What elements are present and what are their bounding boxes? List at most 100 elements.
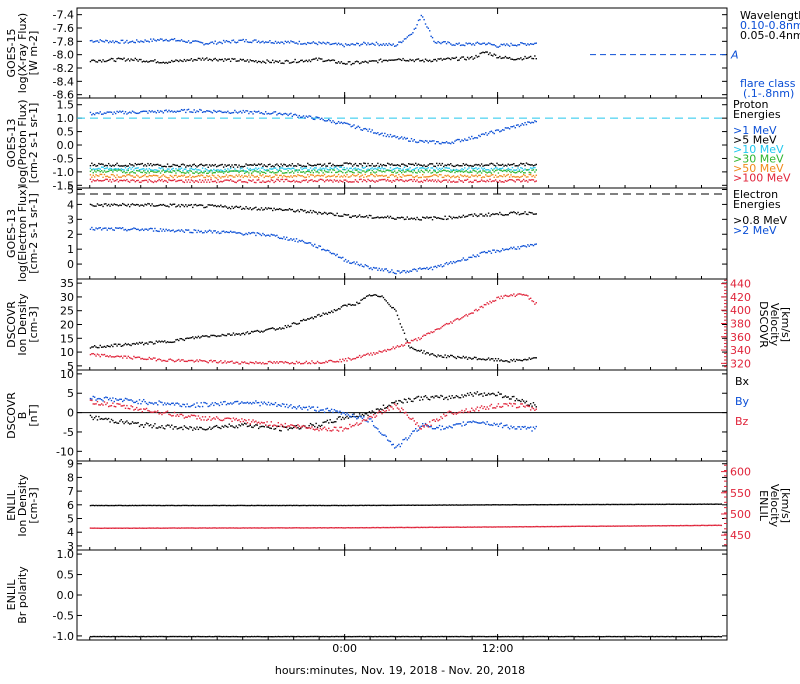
data-point — [379, 175, 380, 176]
data-point — [367, 421, 368, 422]
data-point — [533, 402, 534, 403]
data-point — [135, 42, 136, 43]
data-point — [404, 333, 405, 334]
data-point — [153, 171, 154, 172]
data-point — [273, 176, 274, 177]
data-point — [321, 429, 322, 430]
data-point — [352, 43, 353, 44]
data-point — [494, 300, 495, 301]
data-point — [440, 174, 441, 175]
data-point — [428, 332, 429, 333]
data-point — [219, 335, 220, 336]
data-point — [372, 167, 373, 168]
data-point — [449, 58, 450, 59]
data-point — [447, 427, 448, 428]
data-point — [338, 121, 339, 122]
data-point — [362, 170, 363, 171]
data-point — [186, 181, 187, 182]
data-point — [332, 361, 333, 362]
data-point — [191, 168, 192, 169]
data-point — [342, 417, 343, 418]
data-point — [429, 163, 430, 164]
data-point — [503, 57, 504, 58]
data-point — [146, 422, 147, 423]
data-point — [101, 180, 102, 181]
data-point — [231, 175, 232, 176]
data-point — [248, 333, 249, 334]
data-point — [137, 167, 138, 168]
data-point — [133, 423, 134, 424]
data-point — [467, 165, 468, 166]
data-point — [416, 270, 417, 271]
data-point — [111, 227, 112, 228]
data-point — [257, 424, 258, 425]
data-point — [213, 165, 214, 166]
data-point — [230, 425, 231, 426]
data-point — [108, 346, 109, 347]
data-point — [255, 170, 256, 171]
data-point — [257, 402, 258, 403]
data-point — [471, 44, 472, 45]
data-point — [405, 219, 406, 220]
data-point — [515, 45, 516, 46]
data-point — [436, 167, 437, 168]
data-point — [317, 164, 318, 165]
data-point — [90, 165, 91, 166]
data-point — [457, 396, 458, 397]
data-point — [186, 109, 187, 110]
data-point — [414, 339, 415, 340]
data-point — [182, 230, 183, 231]
data-point — [216, 112, 217, 113]
data-point — [398, 138, 399, 139]
data-point — [294, 175, 295, 176]
data-point — [398, 400, 399, 401]
data-point — [122, 180, 123, 181]
data-point — [140, 408, 141, 409]
data-point — [136, 342, 137, 343]
data-point — [509, 128, 510, 129]
data-point — [432, 37, 433, 38]
data-point — [140, 111, 141, 112]
data-point — [372, 163, 373, 164]
data-point — [376, 168, 377, 169]
data-point — [227, 41, 228, 42]
data-point — [250, 423, 251, 424]
data-point — [126, 113, 127, 114]
data-point — [165, 206, 166, 207]
data-point — [464, 45, 465, 46]
data-point — [236, 111, 237, 112]
data-point — [510, 212, 511, 213]
data-point — [492, 249, 493, 250]
data-point — [112, 58, 113, 59]
data-point — [524, 180, 525, 181]
data-point — [338, 61, 339, 62]
data-point — [292, 425, 293, 426]
data-point — [157, 404, 158, 405]
data-point — [324, 427, 325, 428]
data-point — [109, 205, 110, 206]
data-point — [345, 305, 346, 306]
data-point — [446, 170, 447, 171]
data-point — [435, 143, 436, 144]
data-point — [377, 163, 378, 164]
data-point — [397, 172, 398, 173]
data-point — [419, 167, 420, 168]
data-point — [398, 170, 399, 171]
data-point — [423, 396, 424, 397]
data-point — [307, 169, 308, 170]
data-point — [182, 429, 183, 430]
data-point — [105, 113, 106, 114]
data-point — [324, 168, 325, 169]
data-point — [355, 163, 356, 164]
data-point — [498, 172, 499, 173]
data-point — [231, 112, 232, 113]
data-point — [271, 179, 272, 180]
data-point — [334, 170, 335, 171]
data-point — [105, 347, 106, 348]
data-point — [416, 165, 417, 166]
data-point — [238, 419, 239, 420]
data-point — [440, 165, 441, 166]
data-point — [388, 59, 389, 60]
data-point — [223, 419, 224, 420]
data-point — [210, 335, 211, 336]
